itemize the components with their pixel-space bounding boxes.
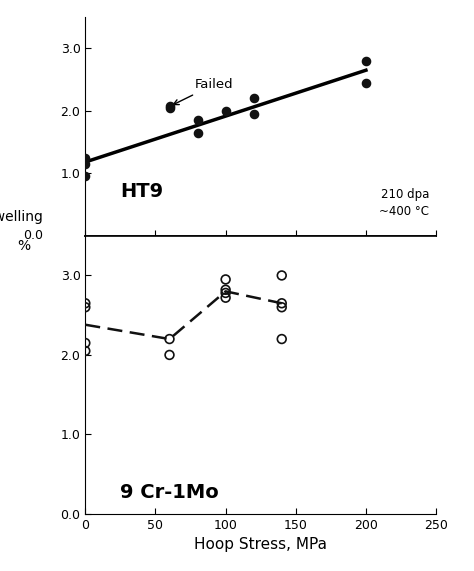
Point <box>222 288 229 297</box>
Point <box>222 106 229 115</box>
X-axis label: Hoop Stress, MPa: Hoop Stress, MPa <box>194 537 327 552</box>
Text: 9 Cr-1Mo: 9 Cr-1Mo <box>120 483 219 502</box>
Point <box>278 271 285 280</box>
Text: %: % <box>17 239 30 252</box>
Point <box>278 299 285 308</box>
Point <box>82 347 89 356</box>
Point <box>250 94 257 103</box>
Text: 0.0: 0.0 <box>23 229 43 242</box>
Point <box>82 172 89 181</box>
Point <box>362 57 370 66</box>
Point <box>82 159 89 168</box>
Point <box>166 351 173 360</box>
Point <box>278 303 285 312</box>
Point <box>362 78 370 87</box>
Text: HT9: HT9 <box>120 182 164 202</box>
Point <box>82 299 89 308</box>
Point <box>222 293 229 302</box>
Point <box>82 339 89 348</box>
Point <box>194 128 201 137</box>
Text: 210 dpa
~400 °C: 210 dpa ~400 °C <box>379 188 429 218</box>
Point <box>222 275 229 284</box>
Point <box>194 115 201 124</box>
Text: Failed: Failed <box>173 78 233 104</box>
Text: Swelling: Swelling <box>0 210 43 224</box>
Point <box>82 303 89 312</box>
Point <box>250 110 257 119</box>
Point <box>166 101 173 110</box>
Point <box>82 153 89 162</box>
Point <box>278 335 285 344</box>
Point <box>222 285 229 294</box>
Point <box>166 103 173 112</box>
Point <box>166 335 173 344</box>
